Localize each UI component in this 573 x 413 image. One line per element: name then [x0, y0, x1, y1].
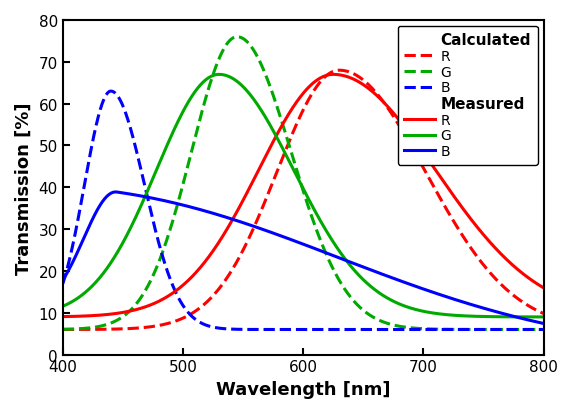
- Legend: Calculated, R, G, B, Measured, R, G, B: Calculated, R, G, B, Measured, R, G, B: [398, 26, 538, 166]
- X-axis label: Wavelength [nm]: Wavelength [nm]: [216, 380, 390, 398]
- Y-axis label: Transmission [%]: Transmission [%]: [15, 102, 33, 274]
